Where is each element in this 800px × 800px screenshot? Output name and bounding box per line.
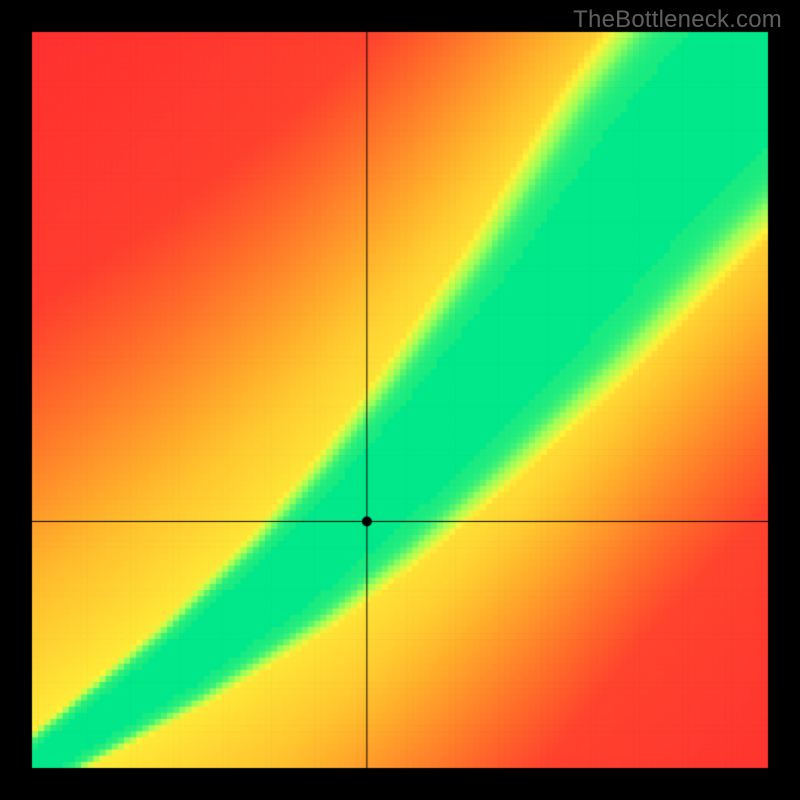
watermark-text: TheBottleneck.com [573, 6, 782, 34]
bottleneck-heatmap [0, 0, 800, 800]
